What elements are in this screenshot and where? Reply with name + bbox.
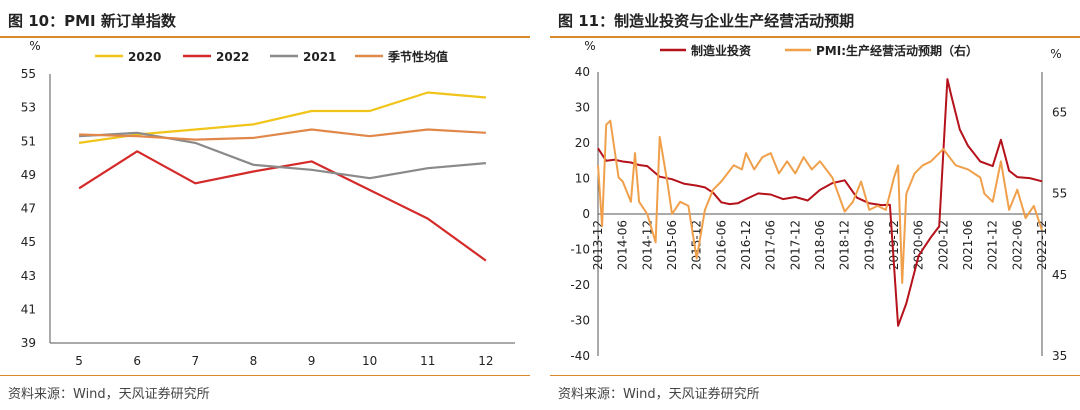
source-note: 资料来源：Wind，天风证券研究所 [558,387,760,402]
x-tick-label: 2021-12 [986,220,1000,270]
y-axis-unit: % [29,39,40,53]
y-tick-label-right: 65 [1052,106,1067,120]
series-line-制造业投资 [597,78,1043,327]
legend-label: PMI:生产经营活动预期（右） [816,43,978,58]
y-tick-label-left: -20 [570,278,590,292]
title-divider [0,36,530,38]
y-tick-label: 45 [21,235,36,249]
y-tick-label: 51 [21,134,36,148]
chart-panel-pmi-new-orders: 图 10：PMI 新订单指数 % 39 41 43 45 47 49 51 53 55 5 6 7 8 9 1… [0,0,530,410]
x-tick-label: 2017-06 [764,220,778,270]
x-tick-label: 2022-06 [1010,220,1024,270]
x-tick-label: 2017-12 [788,220,802,270]
manufacturing-investment-chart: %% -40 -30 -20 -10 0 10 20 30 40 35 45 55 65 2013-12 20… [570,39,1067,363]
x-tick-label: 2013-12 [591,220,605,270]
x-tick-label: 2020-06 [912,220,926,270]
x-tick-label: 10 [362,354,377,368]
y-tick-label-left: 30 [575,101,590,115]
x-tick-label: 2021-06 [961,220,975,270]
legend-label: 2022 [216,50,249,64]
footer-divider [0,375,530,376]
legend-label: 2020 [128,50,161,64]
x-tick-label: 7 [191,354,199,368]
series-line-2021 [79,131,486,180]
series-line-PMI:生产经营活动预期（右） [597,119,1043,284]
x-tick-label: 5 [75,354,83,368]
series-line-季节性均值 [79,128,486,141]
chart-title: 图 10：PMI 新订单指数 [8,12,176,30]
y-tick-label-left: -10 [570,243,590,257]
x-tick-label: 11 [420,354,435,368]
x-tick-label: 8 [250,354,258,368]
y-tick-label-left: 20 [575,136,590,150]
source-note: 资料来源：Wind，天风证券研究所 [8,387,210,402]
x-tick-label: 2019-12 [887,220,901,270]
y-tick-label: 47 [21,202,36,216]
y-tick-label-right: 45 [1052,268,1067,282]
y-tick-label: 39 [21,336,36,350]
x-tick-label: 12 [478,354,493,368]
x-tick-label: 2015-06 [665,220,679,270]
y-axis-unit-left: % [584,39,595,53]
y-tick-label-left: 40 [575,65,590,79]
y-tick-label-left: -40 [570,349,590,363]
chart-panel-manufacturing-investment: 图 11：制造业投资与企业生产经营活动预期 %% -40 -30 -20 -10 0 10 2… [550,0,1080,410]
y-tick-label: 43 [21,269,36,283]
y-tick-label-left: 10 [575,172,590,186]
legend-label: 制造业投资 [691,43,751,58]
chart-title: 图 11：制造业投资与企业生产经营活动预期 [558,12,855,30]
y-tick-label: 41 [21,302,36,316]
x-tick-label: 2018-06 [813,220,827,270]
legend-label: 2021 [303,50,336,64]
x-tick-label: 2016-06 [714,220,728,270]
x-tick-label: 2020-12 [936,220,950,270]
y-tick-label: 55 [21,67,36,81]
y-tick-label-right: 35 [1052,349,1067,363]
y-axis-unit-right: % [1050,47,1061,61]
footer-divider [550,375,1080,376]
y-tick-label-right: 55 [1052,187,1067,201]
x-tick-label: 2019-06 [862,220,876,270]
legend-label: 季节性均值 [387,49,448,64]
x-tick-label: 2018-12 [838,220,852,270]
x-tick-label: 2022-12 [1035,220,1049,270]
title-divider [550,36,1080,38]
x-tick-label: 2014-12 [640,220,654,270]
x-tick-label: 2016-12 [739,220,753,270]
y-tick-label: 53 [21,101,36,115]
x-tick-label: 2014-06 [616,220,630,270]
y-tick-label-left: -30 [570,314,590,328]
y-tick-label-left: 0 [582,207,590,221]
y-tick-label: 49 [21,168,36,182]
x-tick-label: 6 [133,354,141,368]
x-tick-label: 9 [308,354,316,368]
